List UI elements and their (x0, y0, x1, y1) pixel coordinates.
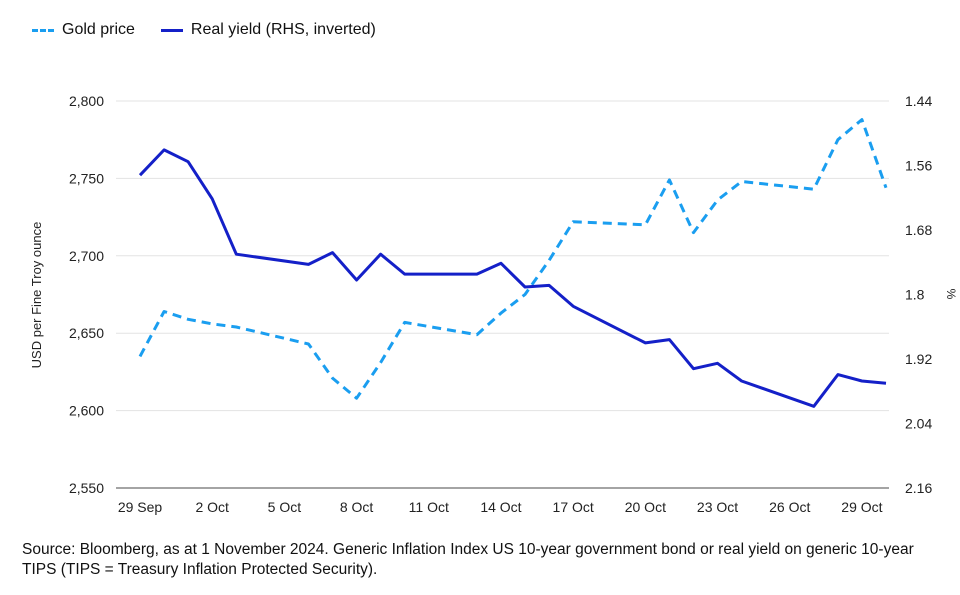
legend-swatch-yield (160, 28, 183, 32)
y2-tick-label: 1.68 (905, 222, 932, 238)
y2-tick-label: 1.56 (905, 158, 932, 174)
series-lines (138, 118, 888, 408)
x-tick-label: 5 Oct (268, 499, 302, 515)
x-tick-label: 23 Oct (697, 499, 738, 515)
x-tick-label: 29 Sep (118, 499, 163, 515)
chart-legend: Gold price Real yield (RHS, inverted) (32, 18, 376, 42)
legend-label-gold: Gold price (62, 21, 135, 38)
legend-label-yield: Real yield (RHS, inverted) (190, 21, 376, 38)
right-axis-label: % (944, 289, 958, 300)
series-line-real-yield (138, 148, 887, 408)
left-axis-ticks: 2,800 2,750 2,700 2,650 2,600 2,550 (69, 93, 104, 496)
y2-tick-label: 2.04 (905, 416, 932, 432)
x-tick-label: 29 Oct (841, 499, 882, 515)
y-tick-label: 2,650 (69, 325, 104, 341)
series-line-gold-price (138, 118, 888, 400)
y2-tick-label: 2.16 (905, 480, 932, 496)
legend-swatch-gold (32, 28, 54, 32)
x-axis-ticks: 29 Sep 2 Oct 5 Oct 8 Oct 11 Oct 14 Oct 17 Oct 2… (118, 499, 883, 515)
legend-item-yield[interactable]: Real yield (RHS, inverted) (160, 21, 376, 39)
right-axis-ticks: 1.44 1.56 1.68 1.8 1.92 2.04 2.16 (905, 93, 932, 496)
y-tick-label: 2,800 (69, 93, 104, 109)
y-tick-label: 2,600 (69, 403, 104, 419)
x-tick-label: 17 Oct (553, 499, 594, 515)
source-caption: Source: Bloomberg, as at 1 November 2024… (22, 541, 914, 578)
y2-tick-label: 1.92 (905, 351, 932, 367)
x-tick-label: 11 Oct (409, 499, 449, 515)
legend-item-gold[interactable]: Gold price (32, 21, 135, 39)
y-tick-label: 2,700 (69, 248, 104, 264)
y-tick-label: 2,750 (69, 170, 104, 186)
y2-tick-label: 1.44 (905, 93, 932, 109)
y2-tick-label: 1.8 (905, 287, 925, 303)
x-tick-label: 8 Oct (340, 499, 374, 515)
x-tick-label: 20 Oct (625, 499, 666, 515)
left-axis-label: USD per Fine Troy ounce (29, 222, 44, 369)
gridlines (116, 100, 889, 412)
x-tick-label: 26 Oct (769, 499, 810, 515)
x-tick-label: 2 Oct (195, 499, 229, 515)
y-tick-label: 2,550 (69, 480, 104, 496)
x-tick-label: 14 Oct (480, 499, 521, 515)
